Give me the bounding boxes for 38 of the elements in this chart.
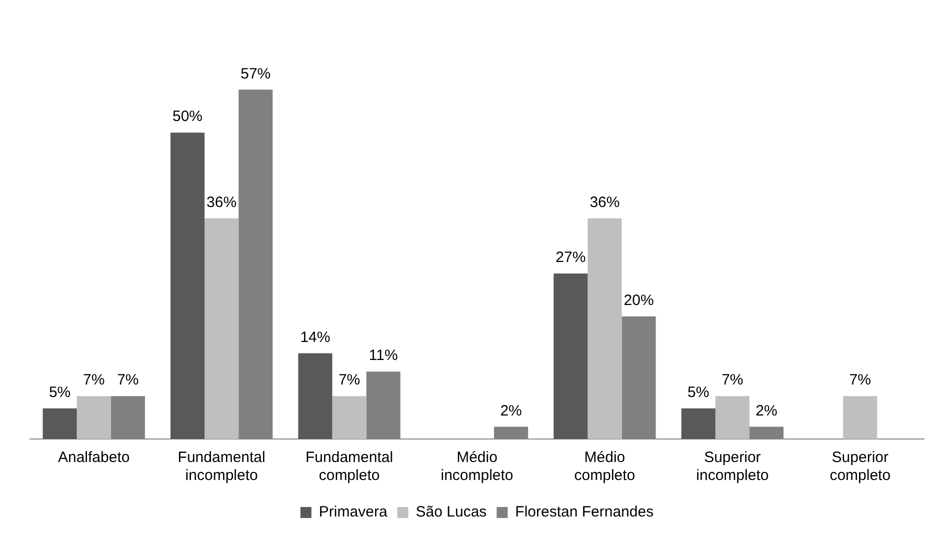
data-label: 36%: [590, 194, 620, 212]
bar: [42, 408, 77, 439]
x-tick-label: Fundamental completo: [306, 449, 394, 484]
data-label: 20%: [624, 292, 654, 310]
bar: [681, 408, 716, 439]
legend-label: Primavera: [318, 504, 388, 521]
x-tick-label: Médio completo: [574, 449, 636, 484]
bar: [298, 353, 332, 439]
legend-label: São Lucas: [416, 504, 487, 521]
data-label: 57%: [240, 65, 271, 82]
bar: [332, 396, 366, 439]
data-label: 50%: [172, 108, 203, 126]
data-label: 7%: [849, 372, 871, 389]
bar: [204, 218, 239, 439]
data-label: 7%: [117, 372, 139, 389]
data-label: 27%: [556, 249, 586, 266]
data-label: 11%: [368, 347, 398, 364]
x-tick-label: Superior incompleto: [696, 449, 769, 484]
x-tick-label: Fundamental incompleto: [178, 449, 266, 484]
data-label: 2%: [756, 402, 778, 420]
x-tick-label: Analfabeto: [58, 449, 130, 466]
bar: [76, 396, 111, 439]
data-label: 5%: [48, 384, 71, 401]
bar: [170, 132, 205, 439]
bar: [715, 396, 750, 439]
legend-label: Florestan Fernandes: [515, 504, 654, 521]
data-label: 7%: [338, 372, 360, 389]
data-label: 5%: [688, 384, 710, 401]
bar: [843, 396, 878, 439]
bar: [554, 274, 588, 439]
bar: [588, 218, 622, 439]
data-label: 7%: [722, 372, 744, 389]
data-label: 7%: [83, 372, 105, 389]
data-label: 14%: [300, 328, 330, 346]
data-label: 36%: [206, 194, 237, 212]
x-tick-label: Superior completo: [830, 449, 891, 484]
data-label: 2%: [500, 402, 522, 420]
x-tick-label: Médio incompleto: [440, 449, 514, 484]
